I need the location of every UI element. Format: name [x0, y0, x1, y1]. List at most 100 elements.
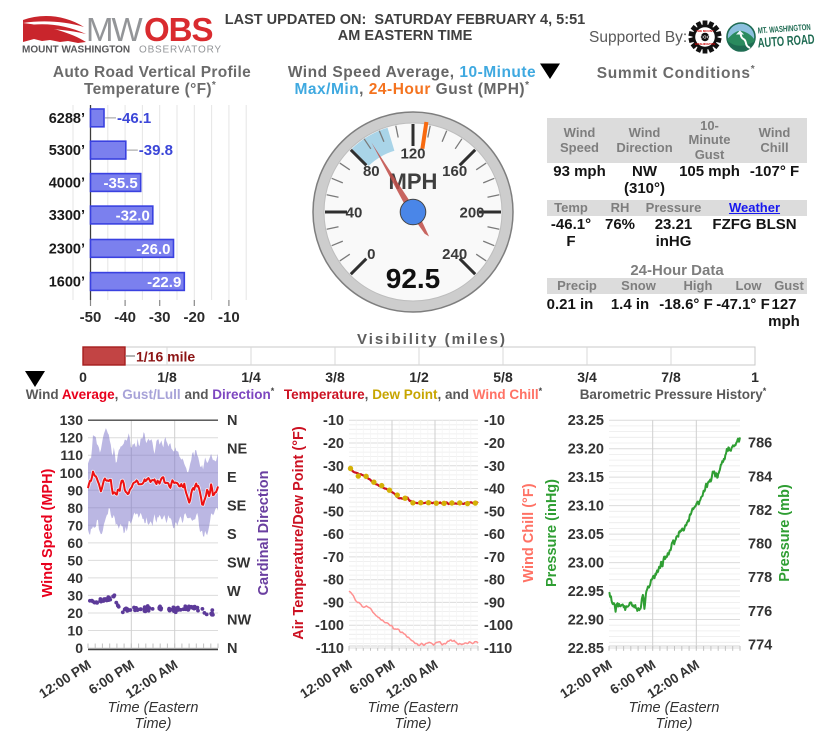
svg-text:70: 70	[67, 517, 83, 533]
svg-text:30: 30	[67, 587, 83, 603]
svg-text:-46.1: -46.1	[117, 110, 151, 127]
svg-text:N: N	[227, 641, 237, 657]
svg-text:Cardinal Direction: Cardinal Direction	[256, 471, 272, 596]
svg-text:12:00 PM: 12:00 PM	[557, 657, 614, 701]
svg-text:786: 786	[748, 436, 772, 452]
svg-text:-26.0: -26.0	[136, 241, 170, 258]
svg-text:SE: SE	[227, 499, 247, 515]
svg-text:-50: -50	[80, 309, 102, 326]
svg-text:MOUNT WASHINGTON: MOUNT WASHINGTON	[22, 45, 130, 56]
svg-text:-90: -90	[323, 595, 344, 611]
svg-text:10: 10	[67, 623, 83, 639]
svg-text:5/8: 5/8	[493, 369, 513, 385]
svg-text:Summit Conditions*: Summit Conditions*	[597, 64, 756, 82]
svg-text:240: 240	[442, 246, 467, 263]
svg-text:-70: -70	[323, 550, 344, 566]
svg-text:-22.9: -22.9	[147, 274, 181, 291]
svg-text:Time (Eastern: Time (Eastern	[368, 700, 459, 716]
svg-text:200: 200	[459, 205, 484, 222]
svg-text:110: 110	[60, 447, 83, 463]
svg-text:-110: -110	[484, 641, 512, 657]
svg-text:80: 80	[67, 500, 83, 516]
svg-text:40: 40	[67, 570, 83, 586]
svg-text:0: 0	[75, 640, 83, 656]
svg-text:MW: MW	[86, 12, 143, 48]
svg-text:23.20: 23.20	[568, 442, 604, 458]
svg-text:NW: NW	[227, 613, 251, 629]
svg-text:Temperature, Dew Point, and Wi: Temperature, Dew Point, and Wind Chill*	[284, 386, 543, 402]
svg-text:12:00 PM: 12:00 PM	[36, 657, 93, 701]
svg-text:-30: -30	[484, 459, 505, 475]
svg-text:0: 0	[367, 246, 375, 263]
svg-text:Time): Time)	[395, 716, 432, 732]
svg-text:Pressure (inHg): Pressure (inHg)	[544, 479, 560, 587]
svg-text:-80: -80	[484, 573, 505, 589]
svg-text:Pressure (mb): Pressure (mb)	[777, 484, 793, 582]
svg-text:OBS: OBS	[144, 12, 213, 48]
svg-text:1/2: 1/2	[409, 369, 429, 385]
svg-text:S: S	[227, 527, 237, 543]
svg-text:20: 20	[67, 605, 83, 621]
svg-text:120: 120	[60, 430, 84, 446]
svg-text:-70: -70	[484, 550, 505, 566]
svg-text:SW: SW	[227, 556, 251, 572]
svg-text:100: 100	[60, 465, 84, 481]
svg-text:-110: -110	[316, 641, 344, 657]
svg-text:1600’: 1600’	[49, 275, 85, 291]
svg-text:-80: -80	[323, 573, 344, 589]
svg-text:2300’: 2300’	[49, 241, 85, 257]
svg-text:23.15: 23.15	[568, 470, 604, 486]
svg-text:-30: -30	[149, 309, 171, 326]
svg-text:92.5: 92.5	[386, 263, 441, 294]
svg-text:120: 120	[400, 146, 425, 163]
svg-text:3300’: 3300’	[49, 208, 85, 224]
svg-text:-10: -10	[484, 413, 505, 429]
svg-text:OBSERVATORY: OBSERVATORY	[139, 45, 222, 56]
svg-text:-10: -10	[218, 309, 240, 326]
svg-text:90: 90	[67, 482, 83, 498]
svg-text:22.95: 22.95	[568, 584, 604, 600]
svg-text:Air Temperature/Dew Point (°F): Air Temperature/Dew Point (°F)	[291, 426, 307, 640]
svg-text:Time): Time)	[656, 716, 693, 732]
svg-text:-32.0: -32.0	[116, 208, 150, 225]
svg-text:780: 780	[748, 537, 772, 553]
svg-text:776: 776	[748, 604, 772, 620]
svg-text:Auto Road Vertical Profile: Auto Road Vertical Profile	[53, 64, 251, 81]
svg-text:-50: -50	[484, 504, 505, 520]
svg-text:784: 784	[748, 469, 772, 485]
svg-text:Wind Average, Gust/Lull and Di: Wind Average, Gust/Lull and Direction*	[26, 386, 275, 402]
svg-text:22.85: 22.85	[568, 641, 604, 657]
svg-text:-50: -50	[323, 504, 344, 520]
svg-text:Max/Min, 24-Hour Gust (MPH)*: Max/Min, 24-Hour Gust (MPH)*	[295, 80, 530, 98]
svg-text:130: 130	[60, 412, 84, 428]
svg-text:Temperature (°F)*: Temperature (°F)*	[84, 80, 216, 98]
svg-text:160: 160	[442, 163, 467, 180]
svg-text:23.05: 23.05	[568, 527, 604, 543]
svg-text:80: 80	[363, 163, 380, 180]
svg-text:E: E	[227, 470, 237, 486]
svg-text:3/8: 3/8	[325, 369, 345, 385]
svg-text:23.10: 23.10	[568, 499, 604, 515]
svg-text:Time): Time)	[135, 716, 172, 732]
svg-text:COG: COG	[700, 34, 712, 39]
svg-text:774: 774	[748, 638, 772, 654]
svg-text:-10: -10	[323, 413, 344, 429]
svg-text:-100: -100	[315, 618, 344, 634]
svg-text:Wind Speed Average, 10-Minute: Wind Speed Average, 10-Minute	[288, 64, 536, 81]
svg-text:AUTO ROAD: AUTO ROAD	[757, 32, 815, 51]
svg-text:THE MOUNT: THE MOUNT	[696, 29, 714, 33]
svg-text:-100: -100	[484, 618, 513, 634]
svg-text:4000’: 4000’	[49, 176, 85, 192]
svg-text:Time (Eastern: Time (Eastern	[629, 700, 720, 716]
svg-text:N: N	[227, 413, 237, 429]
svg-text:1: 1	[751, 369, 759, 385]
svg-text:-60: -60	[323, 527, 344, 543]
svg-text:7/8: 7/8	[661, 369, 681, 385]
svg-text:Wind Chill (°F): Wind Chill (°F)	[521, 483, 537, 582]
svg-text:22.90: 22.90	[568, 613, 604, 629]
svg-text:-20: -20	[323, 436, 344, 452]
svg-text:NE: NE	[227, 442, 247, 458]
svg-text:Time (Eastern: Time (Eastern	[108, 700, 199, 716]
svg-text:Barometric Pressure History*: Barometric Pressure History*	[580, 386, 767, 402]
svg-text:12:00 PM: 12:00 PM	[297, 657, 354, 701]
